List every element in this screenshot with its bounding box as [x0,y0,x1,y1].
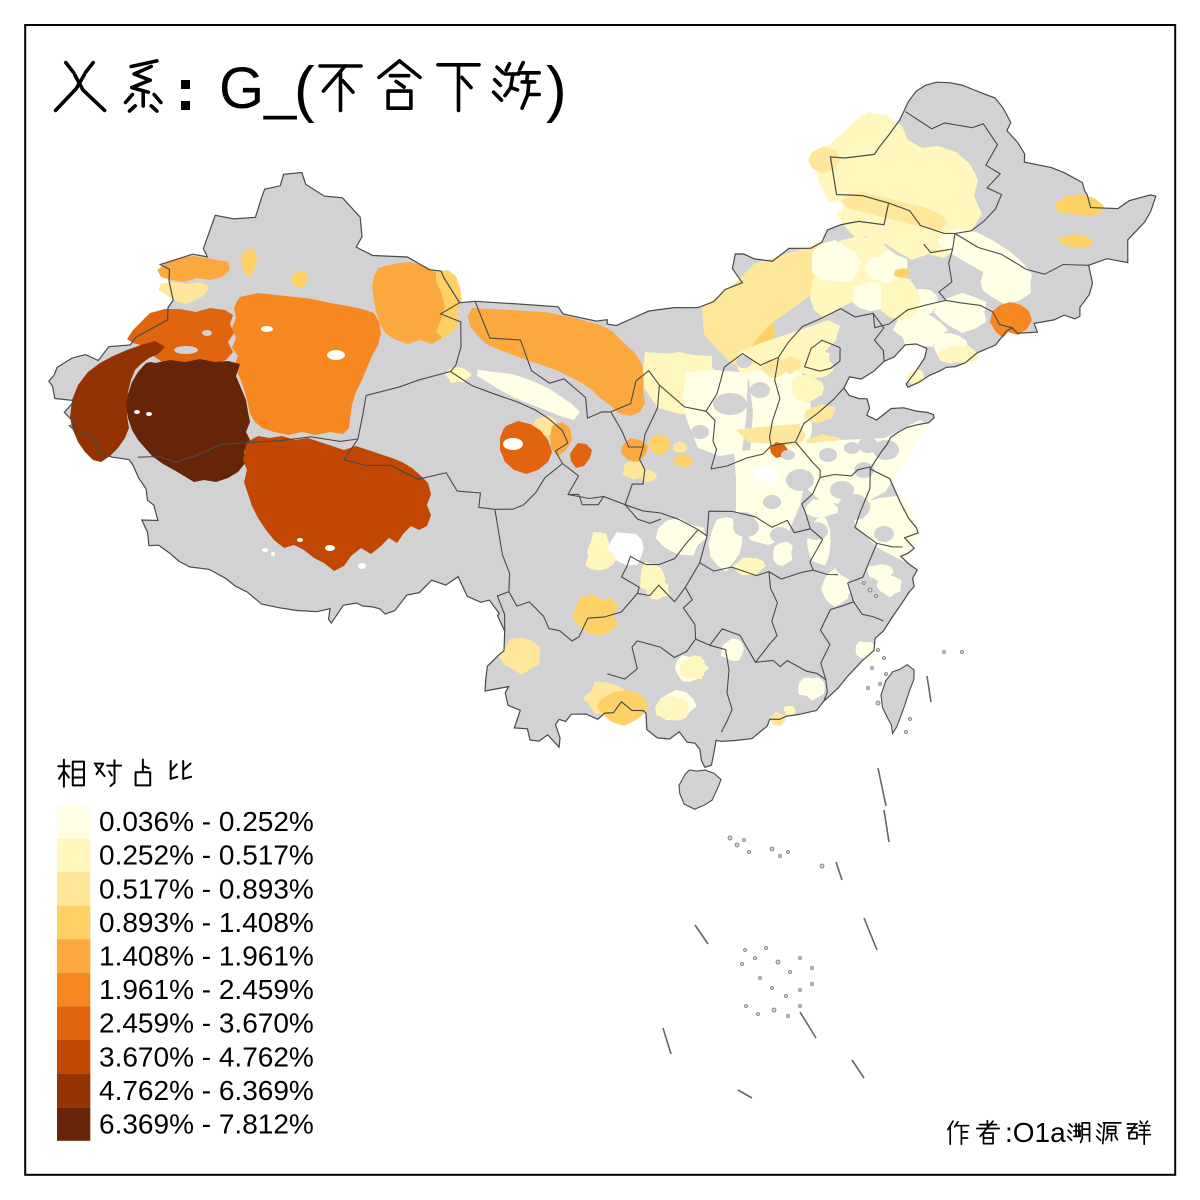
svg-text:1.408% - 1.961%: 1.408% - 1.961% [99,941,314,972]
svg-text:3.670% - 4.762%: 3.670% - 4.762% [99,1041,314,1072]
svg-text:0.036% - 0.252%: 0.036% - 0.252% [99,806,314,837]
svg-text:G_: G_ [219,56,297,121]
svg-text:): ) [546,55,567,124]
svg-text:0.252% - 0.517%: 0.252% - 0.517% [99,840,314,871]
svg-text:4.762% - 6.369%: 4.762% - 6.369% [99,1075,314,1106]
svg-text:0.893% - 1.408%: 0.893% - 1.408% [99,907,314,938]
svg-text:(: ( [294,55,315,124]
svg-text:2.459% - 3.670%: 2.459% - 3.670% [99,1008,314,1039]
svg-text::O1a: :O1a [1005,1117,1066,1148]
svg-text:1.961% - 2.459%: 1.961% - 2.459% [99,974,314,1005]
svg-text:6.369% - 7.812%: 6.369% - 7.812% [99,1109,314,1140]
svg-text:0.517% - 0.893%: 0.517% - 0.893% [99,873,314,904]
